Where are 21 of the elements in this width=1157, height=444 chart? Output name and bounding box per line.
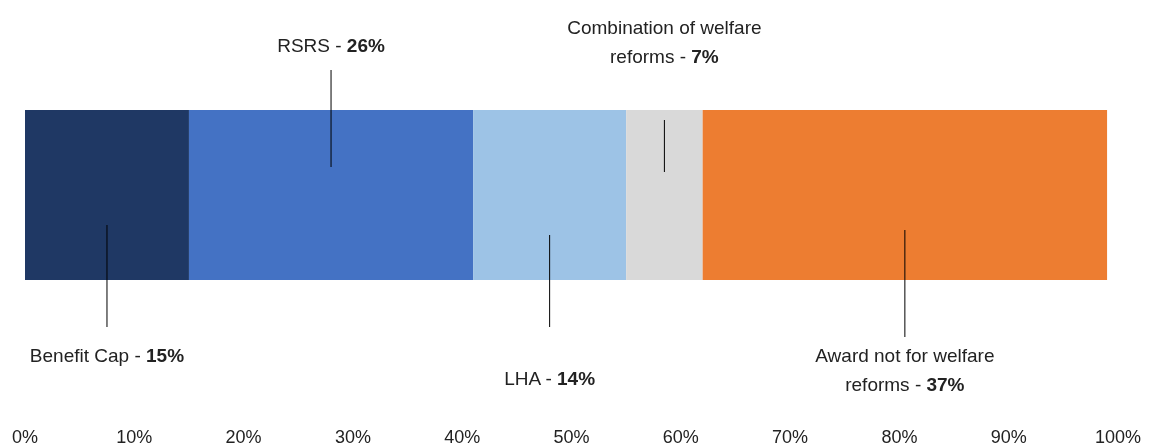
bar	[25, 110, 189, 280]
text: LHA - 14%	[504, 368, 596, 389]
text: RSRS - 26%	[277, 35, 385, 56]
bar	[473, 110, 627, 280]
x-tick-label: 100%	[1094, 427, 1142, 444]
bar	[702, 110, 1108, 280]
x-tick-label: 70%	[772, 427, 809, 444]
x-tick-label: 50%	[553, 427, 590, 444]
text: Benefit Cap - 15%	[29, 345, 185, 366]
text: Combination of welfare reforms - 7%	[567, 17, 762, 67]
x-tick-label: 30%	[334, 427, 371, 444]
text: Award not for welfare reforms - 37%	[815, 345, 995, 395]
x-tick-label: 80%	[881, 427, 918, 444]
x-tick-label: 10%	[116, 427, 153, 444]
x-tick-label: 40%	[444, 427, 481, 444]
x-tick-label: 0%	[11, 427, 39, 444]
x-tick-label: 20%	[225, 427, 262, 444]
bar	[626, 110, 703, 280]
bar	[188, 110, 474, 280]
x-tick-label: 60%	[662, 427, 699, 444]
x-tick-label: 90%	[990, 427, 1027, 444]
